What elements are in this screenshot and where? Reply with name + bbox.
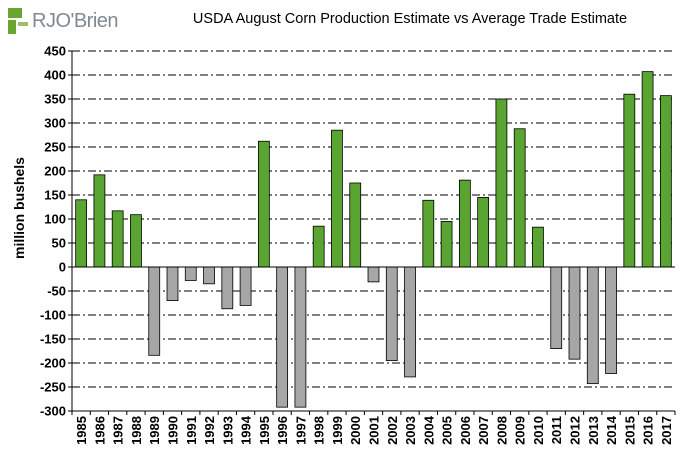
- x-tick-label: 1995: [257, 416, 272, 445]
- y-tick-label: 350: [44, 92, 66, 107]
- bar-2005: [440, 220, 453, 268]
- rjobrien-logo: RJO'Brien: [8, 6, 119, 36]
- y-axis-label: million bushels: [11, 157, 27, 259]
- y-tick-label: -300: [40, 404, 66, 419]
- x-tick-label: 2012: [568, 416, 583, 445]
- y-tick-label: 250: [44, 140, 66, 155]
- y-tick-label: -50: [47, 284, 66, 299]
- bar-1986: [93, 174, 106, 268]
- y-tick-label: 300: [44, 116, 66, 131]
- bar-2014: [605, 266, 617, 374]
- bar-2008: [495, 98, 508, 268]
- logo-text: RJO'Brien: [32, 9, 119, 32]
- y-tick-label: -250: [40, 380, 66, 395]
- x-tick-label: 1996: [275, 416, 290, 445]
- x-tick-label: 2007: [476, 416, 491, 445]
- bar-2007: [477, 196, 490, 268]
- y-tick-label: -200: [40, 356, 66, 371]
- y-tick-label: 0: [59, 260, 66, 275]
- x-tick-label: 2009: [513, 416, 528, 445]
- tick-labels: 450 400 350 300 250 200 150 100 50 0 -50 -100 -150 -2…: [40, 44, 674, 445]
- bar-2012: [568, 266, 581, 360]
- bar-1989: [148, 266, 161, 356]
- bar-1997: [294, 266, 307, 408]
- x-tick-label: 1999: [330, 416, 345, 445]
- gridlines: [72, 50, 675, 412]
- x-tick-label: 1992: [202, 416, 217, 445]
- x-tick-label: 2005: [440, 416, 455, 445]
- x-tick-label: 2003: [403, 416, 418, 445]
- x-tick-label: 2000: [348, 416, 363, 445]
- x-tick-label: 1985: [74, 416, 89, 445]
- bar-2001: [367, 266, 380, 283]
- y-tick-label: 100: [44, 212, 66, 227]
- x-tick-label: 1990: [166, 416, 181, 445]
- bar-2010: [532, 226, 544, 268]
- bar-1990: [166, 266, 179, 301]
- x-tick-label: 1997: [293, 416, 308, 445]
- bar-2002: [385, 266, 398, 361]
- x-tick-label: 2013: [586, 416, 601, 445]
- bar-1987: [111, 210, 124, 268]
- y-tick-label: 150: [44, 188, 66, 203]
- logo-mark-icon: [8, 8, 30, 34]
- bar-2009: [513, 128, 526, 268]
- bar-2006: [458, 179, 471, 268]
- x-tick-label: 1993: [220, 416, 235, 445]
- y-tick-label: 400: [44, 68, 66, 83]
- chart-title: USDA August Corn Production Estimate vs …: [192, 11, 628, 27]
- bar-2013: [586, 266, 599, 385]
- x-tick-label: 1986: [92, 416, 107, 445]
- bar-2017: [659, 95, 672, 268]
- y-tick-label: -150: [40, 332, 66, 347]
- x-tick-label: 2014: [604, 415, 619, 445]
- bar-1993: [221, 266, 234, 310]
- x-tick-label: 2015: [622, 416, 637, 445]
- bar-1992: [203, 266, 215, 285]
- bar-2004: [422, 199, 435, 268]
- bar-1995: [257, 140, 270, 268]
- bar-1996: [276, 266, 289, 408]
- bar-1991: [184, 266, 197, 281]
- y-tick-label: -100: [40, 308, 66, 323]
- y-tick-label: 450: [44, 44, 66, 59]
- axes: [68, 50, 676, 415]
- y-tick-label: 200: [44, 164, 66, 179]
- x-tick-label: 1998: [312, 416, 327, 445]
- x-tick-label: 2006: [458, 416, 473, 445]
- x-tick-label: 2001: [367, 416, 382, 445]
- bars: [75, 71, 672, 408]
- bar-2016: [641, 71, 654, 268]
- x-tick-label: 1994: [239, 415, 254, 445]
- x-tick-label: 1991: [184, 416, 199, 445]
- x-tick-label: 2010: [531, 416, 546, 445]
- x-tick-label: 2008: [494, 416, 509, 445]
- x-tick-label: 2017: [659, 416, 674, 445]
- y-tick-label: 50: [52, 236, 66, 251]
- bar-1994: [239, 266, 252, 306]
- x-tick-label: 2016: [641, 416, 656, 445]
- x-tick-label: 1987: [111, 416, 126, 445]
- bar-2011: [550, 266, 563, 349]
- bar-2000: [349, 182, 362, 268]
- x-tick-label: 1989: [147, 416, 162, 445]
- bar-1999: [331, 129, 343, 268]
- x-tick-label: 2002: [385, 416, 400, 445]
- bar-1988: [130, 214, 142, 268]
- x-tick-label: 2004: [421, 415, 436, 445]
- x-tick-label: 1988: [129, 416, 144, 445]
- bar-2003: [404, 266, 416, 378]
- bar-1985: [75, 199, 88, 268]
- bar-2015: [623, 93, 636, 268]
- bar-1998: [312, 225, 325, 268]
- x-tick-label: 2011: [549, 416, 564, 444]
